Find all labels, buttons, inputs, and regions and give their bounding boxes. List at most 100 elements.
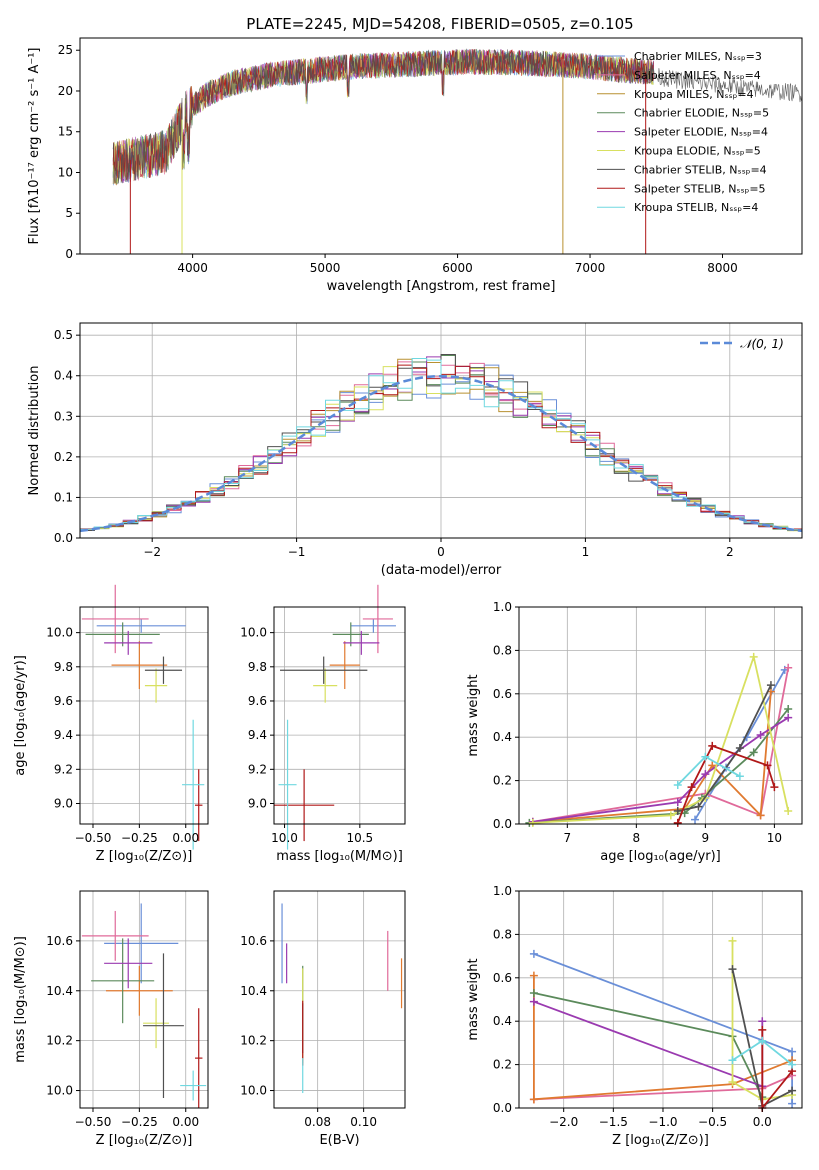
x-tick-label: 9 bbox=[702, 831, 710, 845]
weight-line bbox=[532, 667, 790, 823]
y-tick-label: 25 bbox=[58, 43, 73, 57]
plot-area bbox=[525, 652, 793, 827]
axes-frame bbox=[79, 890, 209, 1109]
x-tick-label: 0.08 bbox=[304, 1115, 331, 1129]
spectrum-title: PLATE=2245, MJD=54208, FIBERID=0505, z=0… bbox=[246, 15, 633, 33]
y-tick-label: 10.6 bbox=[46, 934, 73, 948]
x-tick-label: −0.5 bbox=[698, 1115, 727, 1129]
plot-area bbox=[79, 354, 803, 533]
y-tick-label: 9.6 bbox=[248, 694, 267, 708]
x-tick-label: 0.10 bbox=[350, 1115, 377, 1129]
weight-marker bbox=[529, 1095, 538, 1104]
weight-marker bbox=[788, 1086, 797, 1095]
x-tick-label: 10.5 bbox=[346, 831, 373, 845]
weight-marker bbox=[728, 1077, 737, 1086]
weight-line bbox=[731, 940, 793, 1101]
y-axis-label: age [log₁₀(age/yr)] bbox=[13, 655, 28, 776]
weight-marker bbox=[735, 772, 744, 781]
legend-label: Salpeter STELIB, Nₛₛₚ=5 bbox=[634, 182, 766, 195]
normal-curve bbox=[79, 374, 803, 533]
weight-marker bbox=[728, 1056, 737, 1065]
y-tick-label: 9.2 bbox=[248, 762, 267, 776]
x-tick-label: 8 bbox=[633, 831, 641, 845]
weight-marker bbox=[701, 770, 710, 779]
legend-label: Salpeter ELODIE, Nₛₛₚ=4 bbox=[634, 126, 768, 139]
weight-marker bbox=[788, 1060, 797, 1069]
weight-marker bbox=[528, 818, 537, 827]
weight-marker bbox=[788, 1047, 797, 1056]
error-bar-point bbox=[81, 910, 149, 961]
y-tick-label: 10.0 bbox=[240, 626, 267, 640]
y-axis-label: Normed distribution bbox=[27, 366, 42, 496]
legend-label: Chabrier ELODIE, Nₛₛₚ=5 bbox=[634, 107, 769, 120]
y-tick-label: 10.2 bbox=[240, 1034, 267, 1048]
spectrum-line bbox=[112, 48, 654, 184]
weight-marker bbox=[673, 798, 682, 807]
error-bar-point bbox=[104, 630, 153, 655]
x-tick-label: −1.5 bbox=[599, 1115, 628, 1129]
y-tick-label: 10.4 bbox=[46, 984, 73, 998]
x-tick-label: −0.25 bbox=[121, 831, 158, 845]
y-tick-label: 0.8 bbox=[493, 927, 512, 941]
x-tick-label: 0.00 bbox=[172, 1115, 199, 1129]
y-tick-label: 10 bbox=[58, 165, 73, 179]
error-bar-point bbox=[91, 938, 155, 1024]
legend-label: Chabrier STELIB, Nₛₛₚ=4 bbox=[634, 163, 767, 176]
weight-marker bbox=[529, 971, 538, 980]
plot-area bbox=[274, 584, 396, 850]
weight-marker bbox=[758, 1025, 767, 1034]
plot-area bbox=[81, 903, 207, 1108]
y-tick-label: 9.4 bbox=[54, 728, 73, 742]
error-bar-point bbox=[104, 903, 179, 984]
y-tick-label: 0.4 bbox=[493, 1014, 512, 1028]
weight-line bbox=[677, 684, 772, 812]
y-axis-label: mass weight bbox=[466, 674, 481, 756]
age-vs-metallicity-panel: −0.50 −0.25 0.00 9.0 9.2 9.4 9.6 9.8 10.0 Z [log₁… bbox=[13, 584, 209, 864]
y-tick-label: 9.4 bbox=[248, 728, 267, 742]
y-tick-label: 0.4 bbox=[493, 730, 512, 744]
mass-vs-reddening-panel: 0.08 0.10 10.0 10.2 10.4 10.6 E(B-V) bbox=[240, 890, 406, 1148]
y-tick-label: 10.0 bbox=[240, 1084, 267, 1098]
y-tick-label: 0.3 bbox=[54, 409, 73, 423]
y-tick-label: 0.6 bbox=[493, 687, 512, 701]
mass-weight-vs-metallicity-panel: −2.0 −1.5 −1.0 −0.5 0.0 0.0 0.2 0.4 0.6 0.8 1.0 Z [… bbox=[466, 884, 803, 1148]
x-axis-label: Z [log₁₀(Z/Z⊙)] bbox=[96, 1133, 193, 1148]
error-bar-point bbox=[111, 641, 168, 690]
y-tick-label: 0.2 bbox=[493, 774, 512, 788]
y-tick-label: 10.6 bbox=[240, 934, 267, 948]
y-tick-label: 20 bbox=[58, 84, 73, 98]
x-tick-label: 6000 bbox=[442, 261, 473, 275]
axes-frame bbox=[273, 890, 406, 1109]
weight-series bbox=[673, 752, 744, 789]
y-tick-label: 9.0 bbox=[248, 796, 267, 810]
grid bbox=[274, 607, 405, 824]
error-bar-point bbox=[81, 584, 149, 654]
y-tick-label: 9.8 bbox=[248, 660, 267, 674]
weight-series bbox=[673, 741, 779, 827]
axes-frame bbox=[79, 606, 209, 825]
x-tick-label: 10.0 bbox=[271, 831, 298, 845]
weight-marker bbox=[749, 748, 758, 757]
weight-marker bbox=[784, 663, 793, 672]
error-bar-point bbox=[350, 618, 396, 633]
axes-frame bbox=[518, 606, 803, 825]
weight-marker bbox=[756, 731, 765, 740]
x-tick-label: 8000 bbox=[707, 261, 738, 275]
legend-label: 𝒩(0, 1) bbox=[740, 337, 784, 351]
y-axis-label: mass weight bbox=[466, 958, 481, 1040]
y-tick-label: 5 bbox=[65, 206, 73, 220]
plot-area bbox=[112, 48, 802, 254]
x-axis-label: E(B-V) bbox=[319, 1133, 359, 1148]
weight-marker bbox=[673, 780, 682, 789]
x-tick-label: −2.0 bbox=[549, 1115, 578, 1129]
y-tick-label: 0 bbox=[65, 247, 73, 261]
x-tick-label: −1 bbox=[288, 545, 306, 559]
grid bbox=[80, 891, 208, 1108]
weight-marker bbox=[694, 802, 703, 811]
error-bar-point bbox=[278, 719, 297, 850]
x-axis-label: mass [log₁₀(M/M⊙)] bbox=[276, 849, 403, 864]
mass-vs-metallicity-panel: −0.50 −0.25 0.00 10.0 10.2 10.4 10.6 Z [log₁₀(Z… bbox=[13, 890, 209, 1148]
y-tick-label: 0.0 bbox=[493, 817, 512, 831]
y-tick-label: 0.8 bbox=[493, 643, 512, 657]
